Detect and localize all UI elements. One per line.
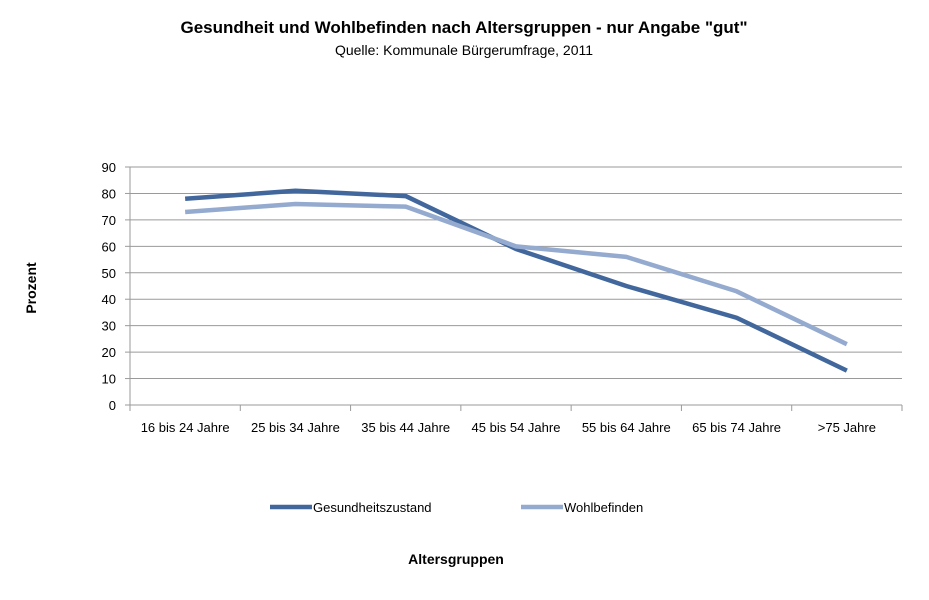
y-tick-label: 40	[102, 292, 116, 307]
y-tick-label: 20	[102, 345, 116, 360]
y-tick-label: 30	[102, 319, 116, 334]
series-line-gesundheitszustand	[184, 188, 848, 373]
x-tick-label: 45 bis 54 Jahre	[472, 420, 561, 435]
x-tick-label: 65 bis 74 Jahre	[692, 420, 781, 435]
data-point	[404, 205, 408, 209]
legend-label: Gesundheitszustand	[313, 500, 432, 515]
data-point	[845, 342, 849, 346]
x-tick-label: 35 bis 44 Jahre	[361, 420, 450, 435]
data-point	[293, 202, 297, 206]
data-point	[404, 194, 408, 198]
x-axis-title: Altersgruppen	[408, 551, 504, 567]
y-tick-label: 50	[102, 266, 116, 281]
data-point	[624, 255, 628, 259]
series-lines	[183, 188, 849, 373]
legend-label: Wohlbefinden	[564, 500, 643, 515]
y-tick-label: 80	[102, 186, 116, 201]
x-tick-label: 16 bis 24 Jahre	[141, 420, 230, 435]
x-tick-label: >75 Jahre	[818, 420, 876, 435]
data-point	[183, 210, 187, 214]
data-point	[845, 369, 849, 373]
series-line-wohlbefinden	[184, 201, 848, 347]
legend: Gesundheitszustand Wohlbefinden	[270, 500, 643, 515]
y-tick-label: 60	[102, 239, 116, 254]
tick-labels: 0 10 20 30 40 50 60 70 80 90 16 bis 24 Jahre 25 bis…	[102, 160, 876, 435]
x-tick-label: 25 bis 34 Jahre	[251, 420, 340, 435]
data-point	[514, 244, 518, 248]
y-axis-title: Prozent	[23, 262, 39, 314]
data-point	[735, 289, 739, 293]
y-tick-label: 90	[102, 160, 116, 175]
gridlines	[130, 166, 902, 380]
x-tick-label: 55 bis 64 Jahre	[582, 420, 671, 435]
data-point	[624, 284, 628, 288]
chart-subtitle: Quelle: Kommunale Bürgerumfrage, 2011	[335, 42, 593, 58]
axes	[125, 166, 903, 411]
data-point	[293, 189, 297, 193]
chart-title: Gesundheit und Wohlbefinden nach Altersg…	[180, 18, 747, 37]
y-tick-label: 10	[102, 372, 116, 387]
y-tick-label: 70	[102, 213, 116, 228]
y-tick-label: 0	[109, 398, 116, 413]
data-point	[183, 197, 187, 201]
data-point	[735, 316, 739, 320]
